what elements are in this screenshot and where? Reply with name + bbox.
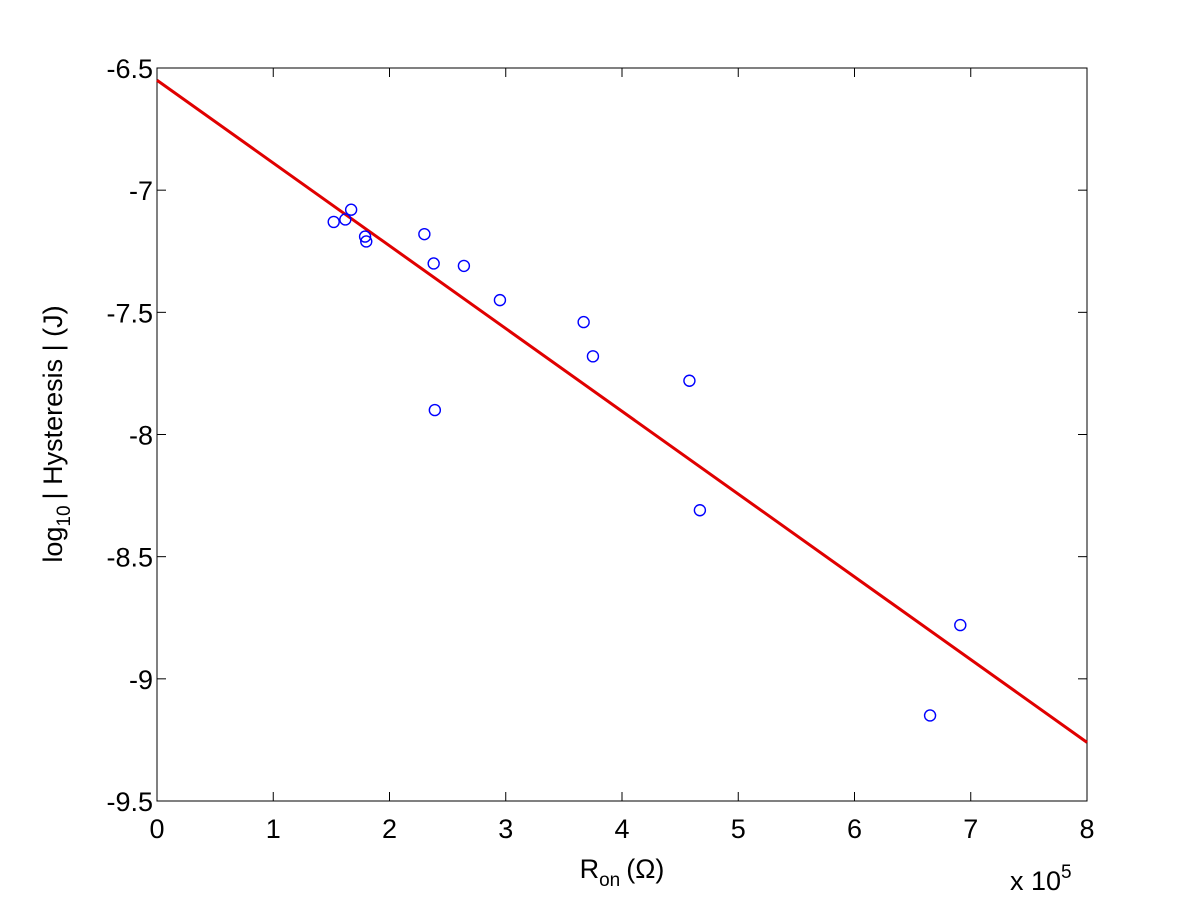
data-point xyxy=(428,403,442,417)
data-point xyxy=(344,203,358,216)
x-tick-label: 5 xyxy=(731,814,746,844)
data-point xyxy=(954,618,967,632)
data-point xyxy=(358,230,372,243)
x-tick-label: 3 xyxy=(498,814,513,844)
x-tick-label: 0 xyxy=(149,814,164,844)
y-tick-label: -9.5 xyxy=(106,787,153,817)
data-point xyxy=(427,257,440,270)
y-tick-label: -7.5 xyxy=(106,298,153,328)
y-tick-label: -6.5 xyxy=(106,54,153,84)
data-point xyxy=(493,293,507,307)
data-point xyxy=(339,213,352,226)
x-tick-label: 7 xyxy=(963,814,978,844)
y-tick-label: -7 xyxy=(129,176,153,206)
y-axis-label: log10| Hysteresis | (J) xyxy=(38,305,75,562)
x-tick-label: 4 xyxy=(614,814,629,844)
x-tick-label: 6 xyxy=(847,814,862,844)
data-point xyxy=(327,215,340,229)
data-point xyxy=(693,504,707,517)
x-axis-multiplier: x 105 xyxy=(1010,862,1072,896)
data-point xyxy=(418,227,431,241)
data-point xyxy=(586,350,600,363)
y-tick-label: -8 xyxy=(129,421,153,451)
x-tick-label: 8 xyxy=(1079,814,1094,844)
x-tick-label: 1 xyxy=(266,814,281,844)
x-tick-label: 2 xyxy=(382,814,397,844)
data-point xyxy=(923,709,937,722)
y-tick-label: -8.5 xyxy=(106,543,153,573)
data-point xyxy=(457,259,471,273)
data-point xyxy=(577,315,590,329)
y-axis-ticks: -6.5 -7 -7.5 -8 -8.5 -9 -9.5 xyxy=(106,54,1087,817)
y-tick-label: -9 xyxy=(129,665,153,695)
data-point xyxy=(360,235,373,248)
series-layer xyxy=(156,78,1088,744)
data-point xyxy=(683,374,696,387)
x-axis-label: Ron (Ω) xyxy=(580,854,665,891)
fit-line xyxy=(156,78,1088,744)
x-axis-ticks: 0 1 2 3 4 5 6 7 8 xyxy=(149,68,1095,844)
